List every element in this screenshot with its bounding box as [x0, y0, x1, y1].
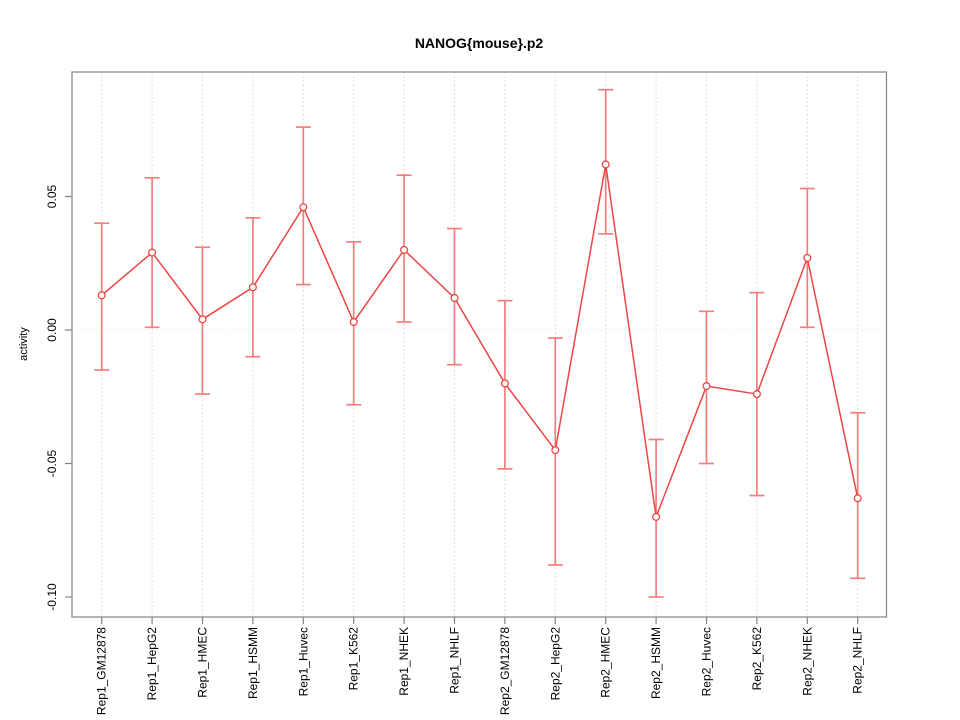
data-point — [500, 379, 509, 388]
data-point — [803, 253, 812, 262]
data-point — [450, 293, 459, 303]
y-tick-label: 0.05 — [45, 184, 59, 208]
x-tick-label: Rep1_K562 — [347, 627, 361, 691]
x-tick-label: Rep2_HMEC — [599, 627, 613, 698]
data-point — [551, 446, 560, 455]
data-point — [601, 160, 610, 169]
data-point — [148, 248, 157, 257]
data-point — [97, 291, 106, 300]
x-tick-label: Rep2_K562 — [750, 627, 764, 691]
x-tick-label: Rep2_GM12878 — [498, 627, 512, 715]
x-tick-labels-layer: Rep1_GM12878 Rep1_HepG2 Rep1_HMEC Rep1_HSMM… — [95, 627, 865, 715]
series-line — [101, 164, 859, 520]
data-point — [853, 494, 862, 503]
y-tick-label: -0.05 — [45, 450, 59, 478]
series-line-layer — [101, 164, 859, 520]
data-point — [349, 317, 358, 327]
x-tick-label: Rep1_HepG2 — [145, 627, 159, 701]
x-tick-label: Rep2_NHLF — [851, 627, 865, 694]
x-tick-label: Rep1_NHEK — [397, 627, 411, 696]
x-tick-label: Rep2_HSMM — [649, 627, 663, 699]
y-tick-labels-layer: 0.05 0.00 -0.05 -0.10 — [45, 184, 59, 610]
y-axis-label: activity — [18, 327, 30, 361]
x-tick-label: Rep2_Huvec — [700, 627, 714, 696]
plot-box — [71, 71, 888, 618]
data-point — [198, 315, 207, 324]
x-tick-label: Rep2_HepG2 — [548, 627, 562, 701]
x-tick-label: Rep2_NHEK — [800, 627, 814, 696]
data-point — [299, 203, 308, 212]
data-point — [400, 245, 409, 254]
plot-box-layer — [71, 71, 888, 618]
data-points-layer — [97, 160, 862, 521]
x-tick-label: Rep1_NHLF — [448, 627, 462, 694]
chart-title: NANOG{mouse}.p2 — [415, 35, 544, 51]
x-tick-label: Rep1_Huvec — [296, 627, 310, 696]
error-bars-layer — [94, 88, 866, 598]
data-point — [752, 390, 761, 399]
x-tick-label: Rep1_HSMM — [246, 627, 260, 699]
data-point — [652, 512, 661, 521]
x-tick-label: Rep1_GM12878 — [95, 627, 109, 715]
data-point — [702, 382, 711, 391]
x-tick-label: Rep1_HMEC — [196, 627, 210, 698]
axis-ticks-layer — [65, 195, 859, 624]
gridlines-layer — [101, 72, 859, 617]
y-tick-label: -0.10 — [45, 583, 59, 611]
y-tick-label: 0.00 — [45, 318, 59, 342]
data-point — [248, 283, 257, 292]
